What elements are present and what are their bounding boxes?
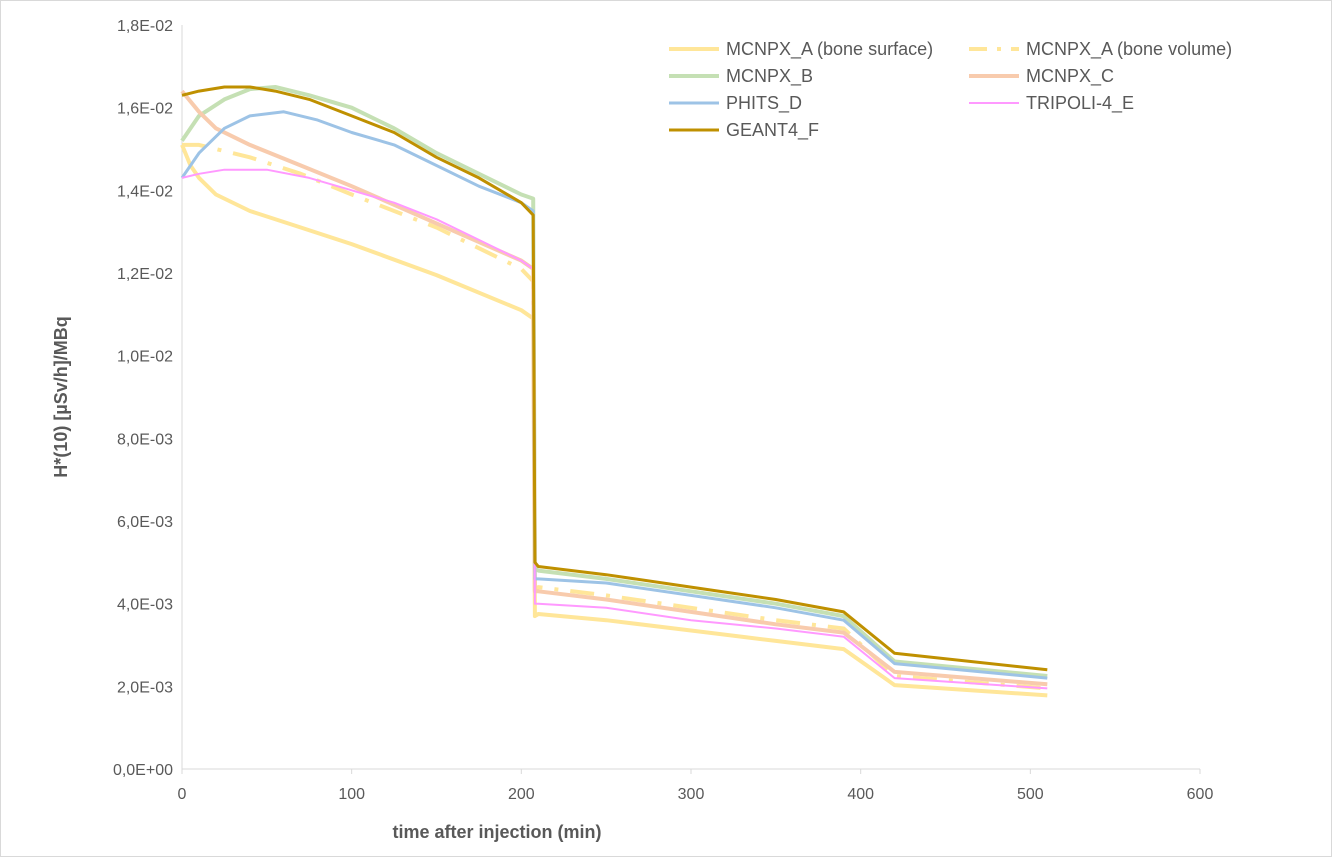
x-tick-label: 600 [1187, 786, 1214, 803]
legend-label: TRIPOLI-4_E [1026, 93, 1134, 114]
x-tick-label: 500 [1017, 786, 1044, 803]
series-line-tripoli-4-e [181, 168, 1048, 690]
series-line-mcnpx-c [180, 89, 1048, 687]
y-tick-label: 4,0E-03 [117, 597, 173, 614]
x-tick-label: 200 [508, 786, 535, 803]
series-line-phits-d [180, 110, 1048, 680]
x-axis-title: time after injection (min) [392, 822, 601, 842]
y-tick-label: 8,0E-03 [117, 431, 173, 448]
x-tick-label: 400 [847, 786, 874, 803]
legend: MCNPX_A (bone surface) MCNPX_A (bone volu… [669, 39, 1232, 141]
legend-label: MCNPX_B [726, 66, 813, 87]
legend-label: MCNPX_C [1026, 66, 1114, 87]
x-tick-label: 300 [678, 786, 705, 803]
axes: 0 100 200 300 400 500 600 0,0E+00 2,0E-03 4,0E-03… [113, 18, 1214, 803]
y-tick-label: 1,8E-02 [117, 18, 173, 35]
y-tick-label: 0,0E+00 [113, 762, 173, 779]
legend-label: MCNPX_A (bone surface) [726, 39, 933, 60]
x-tick-label: 100 [338, 786, 365, 803]
y-tick-label: 1,2E-02 [117, 266, 173, 283]
x-tick-label: 0 [178, 786, 187, 803]
series-line-mcnpx-b [180, 85, 1048, 678]
series-lines [180, 85, 1048, 698]
y-tick-label: 2,0E-03 [117, 679, 173, 696]
series-line-mcnpx-a-bone-volume [182, 142, 1048, 691]
legend-label: PHITS_D [726, 93, 802, 114]
series-line-mcnpx-a-bone-surface [180, 144, 1048, 698]
y-tick-label: 6,0E-03 [117, 514, 173, 531]
series-line-geant4-f [181, 85, 1048, 672]
legend-label: MCNPX_A (bone volume) [1026, 39, 1232, 60]
y-tick-label: 1,4E-02 [117, 183, 173, 200]
y-tick-label: 1,0E-02 [117, 349, 173, 366]
y-tick-label: 1,6E-02 [117, 101, 173, 118]
y-axis-title: H*(10) [µSv/h]/MBq [51, 316, 71, 477]
legend-label: GEANT4_F [726, 120, 819, 141]
